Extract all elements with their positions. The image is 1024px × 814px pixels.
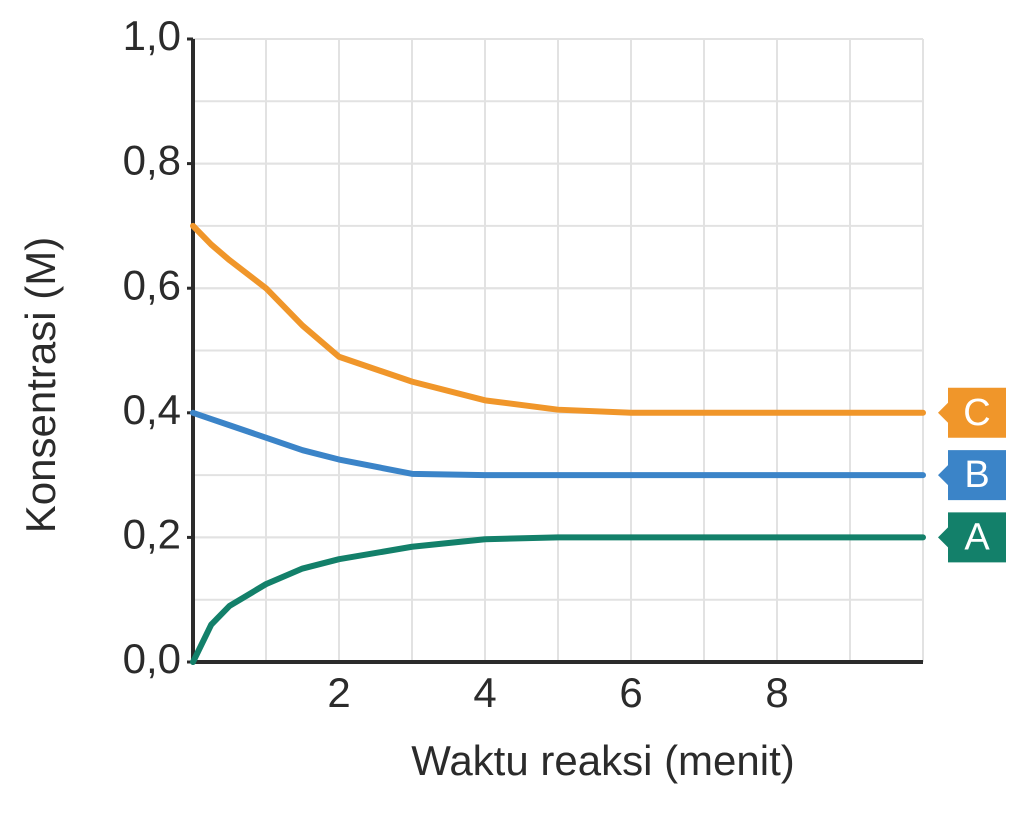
y-tick-label: 1,0 [123,12,181,59]
x-axis-label: Waktu reaksi (menit) [411,737,795,784]
legend-tag [938,387,1006,438]
x-tick-label: 8 [765,669,788,716]
y-axis-label: Konsentrasi (M) [17,237,64,533]
legend-label: B [964,454,989,496]
y-tick-label: 0,8 [123,137,181,184]
x-tick-label: 6 [619,669,642,716]
y-tick-label: 0,4 [123,386,181,433]
x-tick-label: 2 [327,669,350,716]
legend-tag [938,512,1006,563]
series-line [190,222,926,416]
legend-label: C [963,392,990,434]
y-tick-label: 0,2 [123,510,181,557]
x-tick-label: 4 [473,669,496,716]
y-tick-label: 0,6 [123,261,181,308]
y-tick-label: 0,0 [123,635,181,682]
legend-tag [938,450,1006,501]
series-line [190,534,926,665]
series-line [190,409,926,479]
legend-label: A [964,516,990,558]
